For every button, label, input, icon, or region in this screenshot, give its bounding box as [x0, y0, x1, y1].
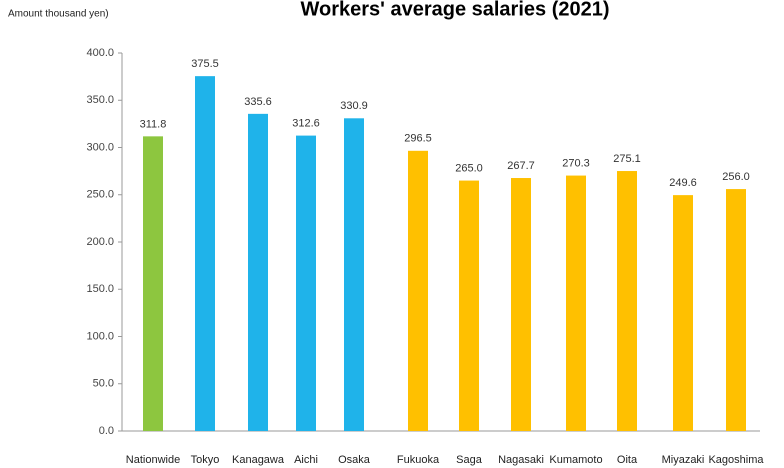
x-tick-label: Kagoshima: [708, 454, 764, 466]
data-label: 275.1: [613, 153, 641, 165]
bar: [566, 175, 586, 431]
bar: [511, 178, 531, 431]
data-label: 335.6: [244, 96, 272, 108]
y-tick-label: 100.0: [86, 330, 114, 342]
data-label: 311.8: [140, 118, 167, 130]
data-label: 249.6: [669, 177, 697, 189]
data-label: 330.9: [340, 100, 368, 112]
x-tick-label: Oita: [617, 454, 638, 466]
data-label: 270.3: [562, 157, 590, 169]
bar: [673, 195, 693, 431]
bar: [248, 113, 268, 431]
x-tick-label: Kumamoto: [549, 454, 602, 466]
x-tick-label: Osaka: [338, 454, 371, 466]
y-tick-label: 350.0: [86, 94, 114, 106]
y-tick-label: 250.0: [86, 189, 114, 201]
x-tick-label: Miyazaki: [662, 454, 705, 466]
y-tick-label: 150.0: [86, 283, 114, 295]
x-tick-label: Fukuoka: [397, 454, 440, 466]
bar: [617, 171, 637, 431]
bar: [344, 118, 364, 431]
y-tick-label: 200.0: [86, 236, 114, 248]
x-tick-label: Aichi: [294, 454, 318, 466]
bar: [195, 76, 215, 431]
y-tick-label: 50.0: [93, 378, 114, 390]
y-tick-label: 300.0: [86, 141, 114, 153]
data-label: 312.6: [292, 117, 320, 129]
data-label: 375.5: [191, 58, 219, 70]
y-tick-label: 400.0: [86, 47, 114, 59]
bar: [408, 150, 428, 431]
bar: [726, 189, 746, 431]
x-tick-label: Nationwide: [126, 454, 180, 466]
data-label: 256.0: [722, 171, 750, 183]
x-tick-label: Nagasaki: [498, 454, 544, 466]
data-label: 265.0: [455, 162, 483, 174]
x-tick-label: Saga: [456, 454, 483, 466]
bar: [143, 136, 163, 431]
y-axis-label: Amount thousand yen): [8, 9, 109, 20]
data-label: 296.5: [404, 133, 432, 145]
chart-title: Workers' average salaries (2021): [300, 0, 609, 20]
bar: [296, 135, 316, 431]
x-tick-label: Kanagawa: [232, 454, 285, 466]
x-tick-label: Tokyo: [191, 454, 220, 466]
y-tick-label: 0.0: [99, 425, 114, 437]
bar: [459, 180, 479, 431]
data-label: 267.7: [507, 160, 535, 172]
